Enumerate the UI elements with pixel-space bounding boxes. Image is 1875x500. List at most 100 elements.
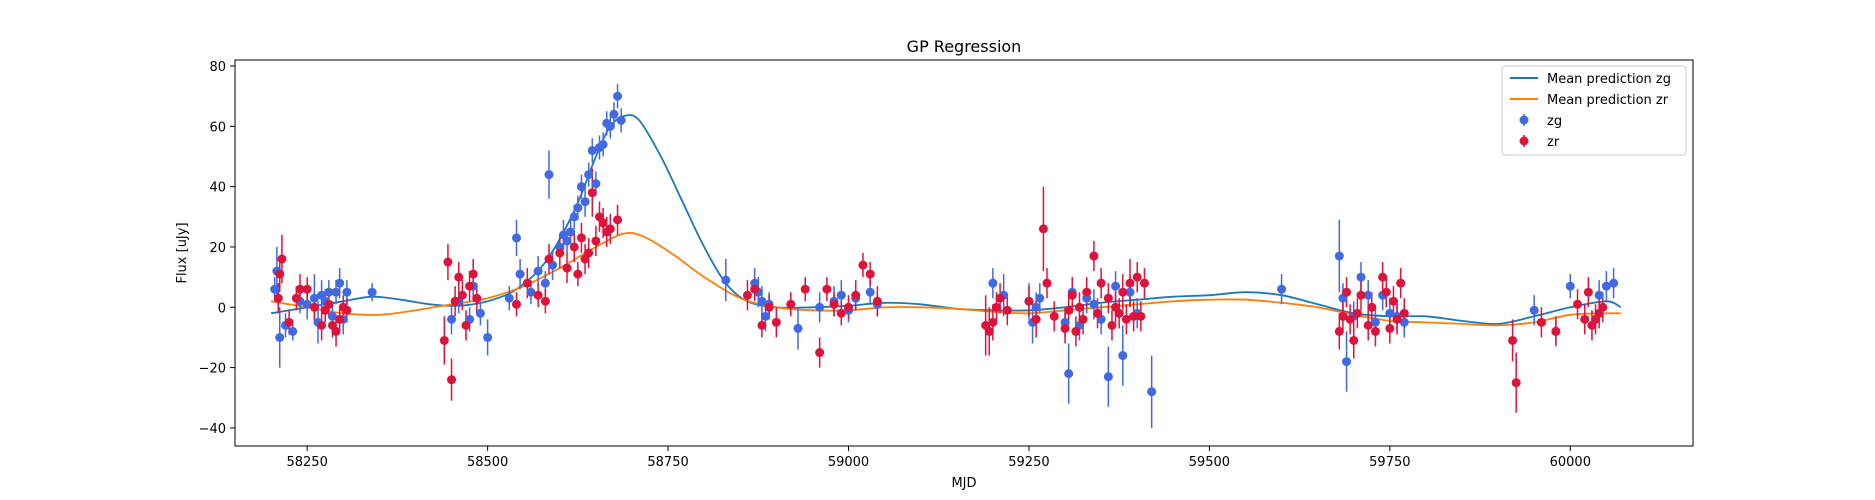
x-tick-label-4: 59250: [1008, 455, 1049, 470]
errorbars-layer: [273, 84, 1615, 428]
zr-point: [335, 314, 345, 324]
zg-point: [591, 179, 601, 189]
zr-point: [587, 188, 597, 198]
zg-point: [302, 299, 312, 309]
y-tick-label-2: 0: [218, 301, 226, 316]
zr-point: [1002, 305, 1012, 315]
zr-point: [1551, 326, 1561, 336]
zg-point: [815, 302, 825, 312]
zr-point: [1038, 224, 1048, 234]
zr-point: [1598, 302, 1608, 312]
zg-point: [1529, 305, 1539, 315]
zr-point: [569, 242, 579, 252]
legend-label-zr: zr: [1547, 135, 1560, 150]
zr-point: [533, 290, 543, 300]
plot-frame: [234, 59, 1694, 447]
zg-point: [569, 212, 579, 222]
legend: Mean prediction zg Mean prediction zr zg…: [1501, 65, 1687, 156]
zr-point: [457, 290, 467, 300]
zr-point: [439, 335, 449, 345]
zg-point: [584, 170, 594, 180]
zg-point: [562, 236, 572, 246]
x-tick-label-1: 58500: [467, 455, 508, 470]
zr-point: [1125, 278, 1135, 288]
zr-point: [1370, 326, 1380, 336]
zg-point: [288, 326, 298, 336]
legend-marker-zr: [1519, 136, 1529, 146]
zr-point: [291, 293, 301, 303]
zg-point: [1399, 317, 1409, 327]
zg-point: [576, 182, 586, 192]
zg-point: [1089, 299, 1099, 309]
zg-point: [483, 332, 493, 342]
zr-point: [800, 284, 810, 294]
zr-point: [295, 284, 305, 294]
zg-point: [335, 278, 345, 288]
zr-point: [1089, 251, 1099, 261]
zr-point: [1082, 287, 1092, 297]
zg-point: [367, 287, 377, 297]
zr-point: [468, 269, 478, 279]
zg-point: [761, 311, 771, 321]
zg-point: [1342, 357, 1352, 367]
points-layer: [270, 91, 1619, 397]
zg-point: [511, 233, 521, 243]
zr-point: [1334, 326, 1344, 336]
zr-point: [1103, 293, 1113, 303]
zr-point: [1573, 299, 1583, 309]
zr-point: [465, 281, 475, 291]
zr-point: [1078, 314, 1088, 324]
legend-label-zr-line: Mean prediction zr: [1547, 93, 1669, 108]
zg-point: [1125, 287, 1135, 297]
zr-point: [988, 317, 998, 327]
zr-point: [598, 218, 608, 228]
zr-point: [1114, 308, 1124, 318]
y-tick-label-6: 80: [209, 60, 226, 75]
zg-point: [865, 287, 875, 297]
y-tick-label-3: 20: [209, 241, 226, 256]
zr-point: [576, 233, 586, 243]
zr-point: [613, 215, 623, 225]
zr-point: [562, 263, 572, 273]
zr-point: [822, 284, 832, 294]
legend-marker-zg: [1519, 115, 1529, 125]
zr-point: [1338, 311, 1348, 321]
zr-point: [1536, 317, 1546, 327]
zr-point: [1583, 287, 1593, 297]
zr-point: [742, 290, 752, 300]
zr-point: [858, 260, 868, 270]
zr-point: [829, 299, 839, 309]
zg-point: [573, 203, 583, 213]
zg-point: [544, 170, 554, 180]
zr-point: [1352, 308, 1362, 318]
zg-point: [475, 308, 485, 318]
zr-point: [1067, 290, 1077, 300]
zg-point: [605, 121, 615, 131]
zr-point: [443, 257, 453, 267]
zr-point: [764, 302, 774, 312]
zg-point: [1064, 369, 1074, 379]
zr-point: [1060, 323, 1070, 333]
zg-point: [793, 323, 803, 333]
zr-point: [605, 224, 615, 234]
legend-box: [1501, 65, 1687, 156]
zr-point: [1349, 335, 1359, 345]
zr-point: [1074, 302, 1084, 312]
y-axis: −40 −20 0 20 40 60 80: [199, 60, 235, 437]
zr-point: [302, 284, 312, 294]
zg-point: [613, 91, 623, 101]
zg-point: [1385, 308, 1395, 318]
zr-point: [1392, 314, 1402, 324]
zr-point: [511, 299, 521, 309]
zr-point: [284, 317, 294, 327]
zg-point: [1356, 272, 1366, 282]
zr-point: [815, 348, 825, 358]
zr-point: [1345, 314, 1355, 324]
x-tick-label-5: 59500: [1189, 455, 1230, 470]
zr-point: [872, 296, 882, 306]
x-axis: 58250 58500 58750 59000 59250 59500 59750 60000: [286, 446, 1591, 470]
zg-point: [324, 287, 334, 297]
zg-point: [275, 332, 285, 342]
zg-point: [1565, 281, 1575, 291]
